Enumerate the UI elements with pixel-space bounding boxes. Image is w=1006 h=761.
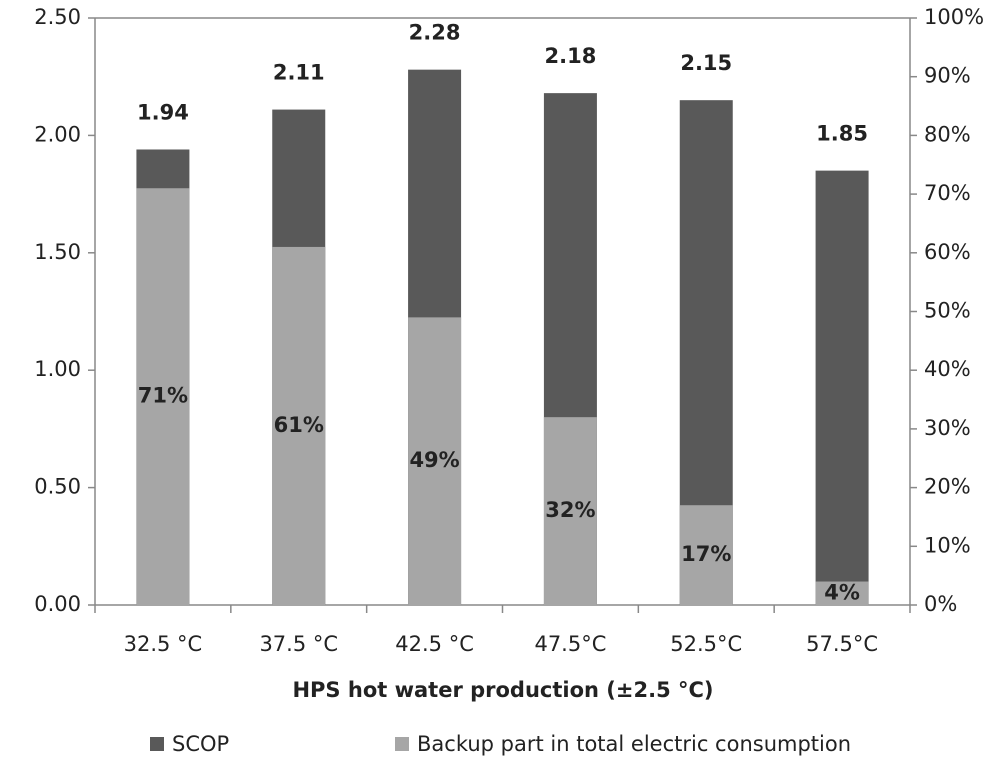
legend-swatch: [395, 737, 409, 751]
data-label: 71%: [138, 384, 188, 408]
y-tick-label: 0.00: [34, 592, 81, 616]
y-tick-label: 2.00: [34, 122, 81, 146]
bar: [543, 417, 597, 605]
label-background: [264, 59, 333, 88]
data-label: 49%: [409, 448, 459, 472]
data-label: 17%: [681, 542, 731, 566]
y2-tick-label: 40%: [924, 357, 971, 381]
y-tick-label: 0.50: [34, 475, 81, 499]
y2-tick-label: 50%: [924, 299, 971, 323]
x-tick-label: 52.5°C: [670, 632, 742, 656]
label-background: [672, 50, 741, 79]
y2-tick-label: 30%: [924, 416, 971, 440]
x-tick-label: 47.5°C: [534, 632, 606, 656]
bar: [136, 188, 190, 606]
y2-tick-label: 20%: [924, 475, 971, 499]
data-label: 2.11: [273, 61, 325, 85]
legend-label: Backup part in total electric consumptio…: [417, 732, 851, 756]
y-tick-label: 2.50: [34, 5, 81, 29]
label-background: [536, 43, 605, 72]
label-background: [128, 99, 197, 128]
x-axis-title: HPS hot water production (±2.5 °C): [292, 678, 713, 702]
data-label: 4%: [824, 580, 860, 604]
y2-tick-label: 10%: [924, 533, 971, 557]
bar: [408, 317, 462, 605]
legend-label: SCOP: [172, 732, 229, 756]
y-tick-label: 1.50: [34, 240, 81, 264]
legend-swatch: [150, 737, 164, 751]
bar: [815, 170, 869, 605]
data-label: 2.18: [545, 44, 597, 68]
x-tick-label: 57.5°C: [806, 632, 878, 656]
x-tick-label: 32.5 °C: [124, 632, 203, 656]
data-label: 1.94: [137, 100, 189, 124]
y2-tick-label: 80%: [924, 122, 971, 146]
y-tick-label: 1.00: [34, 357, 81, 381]
data-label: 32%: [545, 498, 595, 522]
x-tick-label: 42.5 °C: [395, 632, 474, 656]
label-background: [808, 120, 877, 149]
data-label: 61%: [274, 413, 324, 437]
data-label: 2.15: [680, 51, 732, 75]
bar: [679, 505, 733, 605]
y2-tick-label: 70%: [924, 181, 971, 205]
y2-tick-label: 90%: [924, 64, 971, 88]
y2-tick-label: 100%: [924, 5, 984, 29]
bar: [272, 246, 326, 605]
y2-tick-label: 0%: [924, 592, 957, 616]
x-tick-label: 37.5 °C: [259, 632, 338, 656]
bar: [815, 581, 869, 605]
data-label: 1.85: [816, 122, 868, 146]
label-background: [400, 19, 469, 48]
y2-tick-label: 60%: [924, 240, 971, 264]
data-label: 2.28: [409, 21, 461, 45]
